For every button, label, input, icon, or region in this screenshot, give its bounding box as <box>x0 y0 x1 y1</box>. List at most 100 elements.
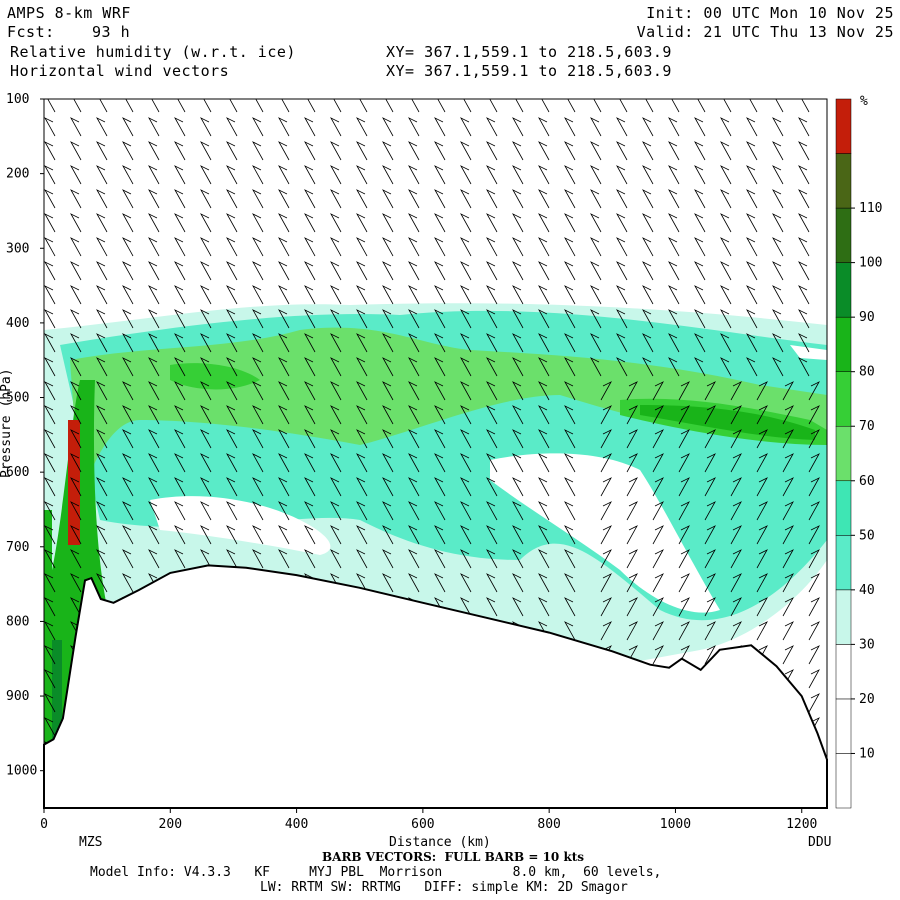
wind-barb <box>96 237 108 257</box>
wind-barb <box>564 357 576 377</box>
wind-barb <box>148 237 160 257</box>
wind-barb <box>174 189 186 209</box>
colorbar-segment <box>835 753 852 809</box>
wind-barb <box>408 189 420 209</box>
wind-barb <box>382 333 394 353</box>
wind-barb <box>70 261 82 281</box>
wind-barb <box>600 597 612 617</box>
wind-barb <box>668 141 680 161</box>
wind-barb <box>356 477 368 497</box>
wind-barb <box>226 405 238 425</box>
wind-barb <box>44 285 56 305</box>
wind-barb <box>356 213 368 233</box>
wind-barb <box>590 333 602 353</box>
wind-barb <box>252 117 264 137</box>
wind-barb <box>746 189 758 209</box>
wind-barb <box>200 117 212 137</box>
wind-barb <box>782 597 794 617</box>
wind-barb <box>808 621 820 641</box>
wind-barb <box>200 381 212 401</box>
wind-barb <box>564 309 576 329</box>
wind-barb <box>538 405 550 425</box>
colorbar-segment <box>835 535 852 591</box>
wind-barb <box>512 189 524 209</box>
wind-barb <box>44 165 56 185</box>
colorbar: 10 20 30 40 50 60 70 80 90 100 110 <box>835 98 882 809</box>
wind-barb <box>486 309 498 329</box>
valid-time: Valid: 21 UTC Thu 13 Nov 25 <box>636 23 894 41</box>
wind-barb <box>782 645 794 665</box>
wind-barb <box>486 429 498 449</box>
wind-barb <box>616 285 628 305</box>
wind-barb <box>512 477 524 497</box>
wind-barb <box>330 453 342 473</box>
wind-barb <box>434 549 446 569</box>
wind-barb <box>330 261 342 281</box>
x-axis: 0 200 400 600 800 1000 1200 <box>40 808 817 832</box>
wind-barb <box>356 165 368 185</box>
wind-barb <box>616 141 628 161</box>
wind-barb <box>174 477 186 497</box>
wind-barb <box>590 309 602 329</box>
wind-barb <box>782 501 794 521</box>
wind-barb <box>782 525 794 545</box>
wind-barb <box>122 477 134 497</box>
wind-barb <box>174 549 186 569</box>
wind-barb <box>590 357 602 377</box>
wind-barb <box>382 237 394 257</box>
wind-barb <box>704 549 716 569</box>
wind-barb <box>252 501 264 521</box>
wind-barb <box>460 189 472 209</box>
wind-barb <box>304 213 316 233</box>
wind-barb <box>512 549 524 569</box>
colorbar-segment <box>835 480 852 536</box>
wind-barb <box>720 189 732 209</box>
wind-barb <box>148 117 160 137</box>
wind-barb <box>278 237 290 257</box>
rh-band <box>150 345 827 613</box>
y-tick-label: 700 <box>6 540 29 555</box>
wind-barb <box>668 237 680 257</box>
wind-barb <box>408 381 420 401</box>
wind-barb <box>512 501 524 521</box>
y-tick-label: 500 <box>6 391 29 406</box>
wind-barb <box>590 213 602 233</box>
model-info: Model Info: V4.3.3 KF MYJ PBL Morrison 8… <box>90 865 662 880</box>
wind-barb <box>538 213 550 233</box>
wind-barb <box>382 357 394 377</box>
wind-barb <box>122 237 134 257</box>
x-end-label: DDU <box>808 835 831 850</box>
colorbar-tick-label: 30 <box>859 637 875 652</box>
x-tick-label: 0 <box>40 817 48 832</box>
wind-barb <box>278 477 290 497</box>
field-name-wind: Horizontal wind vectors <box>10 62 230 80</box>
wind-barb <box>798 333 810 353</box>
wind-barb <box>460 453 472 473</box>
wind-barb <box>671 99 680 113</box>
wind-barb <box>746 309 758 329</box>
wind-barb <box>486 453 498 473</box>
wind-barb <box>808 477 820 497</box>
wind-barb <box>304 429 316 449</box>
wind-barb <box>408 309 420 329</box>
wind-barb <box>148 357 160 377</box>
wind-barb <box>226 189 238 209</box>
wind-barb <box>642 309 654 329</box>
wind-barb <box>434 261 446 281</box>
wind-barb <box>203 99 212 113</box>
wind-barb <box>70 333 82 353</box>
wind-barb <box>200 285 212 305</box>
wind-barb <box>694 213 706 233</box>
wind-barb <box>720 333 732 353</box>
wind-barb <box>304 189 316 209</box>
wind-barb <box>252 381 264 401</box>
wind-barb <box>148 189 160 209</box>
wind-barb <box>382 285 394 305</box>
wind-barb <box>652 645 664 665</box>
wind-barb <box>122 333 134 353</box>
wind-barb <box>486 525 498 545</box>
wind-barb <box>772 237 784 257</box>
wind-barb <box>70 549 82 569</box>
wind-barb <box>694 261 706 281</box>
wind-barb <box>616 309 628 329</box>
